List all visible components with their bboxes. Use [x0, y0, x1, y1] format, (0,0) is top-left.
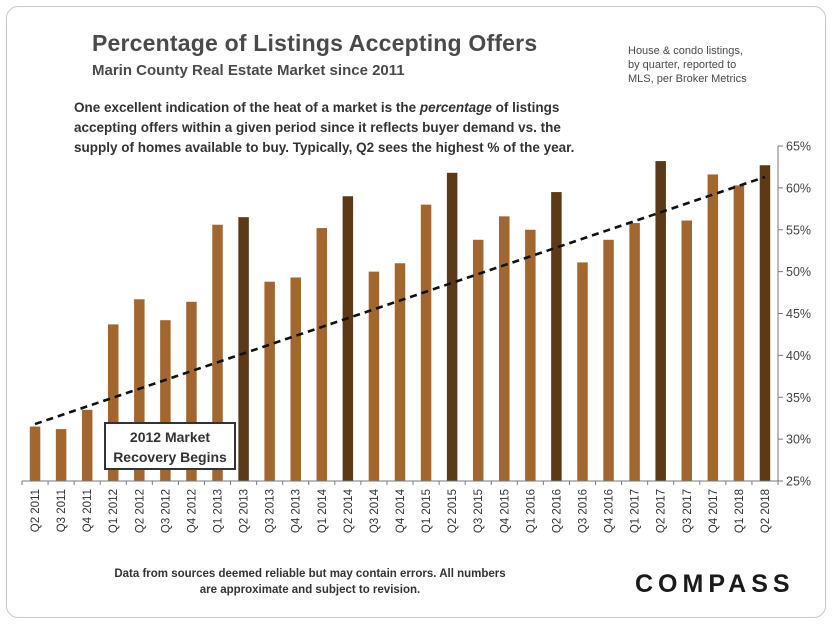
bar: [629, 223, 640, 482]
y-axis-labels: 25% 30% 35% 40% 45% 50% 55% 60% 65%: [786, 140, 811, 489]
description-text: One excellent indication of the heat of …: [74, 98, 644, 158]
page-subtitle: Marin County Real Estate Market since 20…: [92, 62, 405, 79]
x-tick-label: Q4 2013: [291, 489, 303, 533]
x-tick-label: Q1 2016: [525, 489, 537, 533]
compass-logo: COMPASS: [635, 570, 795, 598]
source-line-1: House & condo listings,: [628, 45, 743, 57]
y-tick-label: 40%: [786, 349, 811, 363]
bar: [577, 262, 588, 481]
bar: [186, 301, 197, 481]
description-line-1-start: One excellent indication of the heat of …: [74, 100, 420, 115]
x-tick-label: Q4 2015: [499, 489, 511, 533]
x-tick-label: Q4 2011: [82, 489, 94, 532]
description-line-1: One excellent indication of the heat of …: [74, 98, 644, 118]
footnote-line-1: Data from sources deemed reliable but ma…: [114, 568, 506, 580]
source-note: House & condo listings, by quarter, repo…: [628, 44, 798, 86]
y-tick-label: 25%: [786, 475, 811, 489]
description-emphasis: percentage: [419, 100, 492, 115]
x-tick-label: Q3 2011: [56, 489, 68, 532]
x-tick-label: Q4 2016: [604, 489, 616, 533]
annotation-line-1: 2012 Market: [129, 429, 211, 445]
bar: [160, 320, 171, 481]
x-tick-label: Q1 2012: [108, 489, 120, 533]
x-tick-label: Q2 2015: [447, 489, 459, 533]
footnote-line-2: are approximate and subject to revision.: [199, 584, 421, 596]
x-tick-label: Q3 2012: [160, 489, 172, 533]
trend-line: [34, 175, 766, 426]
bar: [499, 216, 510, 481]
x-tick-label: Q2 2014: [343, 488, 355, 533]
bar: [264, 281, 275, 481]
bar: [603, 239, 614, 481]
bar: [238, 217, 249, 481]
bar: [420, 204, 432, 481]
source-line-2: by quarter, reported to: [628, 59, 737, 71]
y-tick-label: 65%: [786, 140, 811, 154]
bar: [472, 239, 484, 481]
recovery-annotation: 2012 Market Recovery Begins: [104, 422, 236, 470]
bar: [446, 172, 458, 482]
description-line-1-end: of listings: [491, 100, 560, 115]
bar: [134, 299, 145, 481]
description-line-2: accepting offers within a given period s…: [74, 120, 561, 135]
x-tick-label: Q2 2011: [30, 489, 42, 532]
x-tick-label: Q2 2013: [239, 489, 251, 533]
x-tick-label: Q3 2015: [473, 489, 485, 533]
x-tick-label: Q2 2016: [551, 489, 563, 533]
bar: [551, 192, 562, 481]
bar: [107, 324, 119, 481]
y-tick-label: 45%: [786, 307, 811, 321]
bar: [707, 174, 719, 481]
bar: [681, 220, 693, 481]
x-tick-label: Q1 2013: [213, 489, 225, 533]
y-tick-label: 55%: [786, 223, 811, 237]
x-tick-label: Q2 2018: [760, 489, 772, 533]
bar: [290, 277, 301, 481]
x-tick-label: Q2 2017: [656, 489, 668, 533]
x-tick-label: Q3 2016: [577, 489, 589, 533]
y-tick-label: 60%: [786, 181, 811, 195]
bar: [655, 161, 666, 481]
bar: [212, 224, 223, 481]
x-tick-label: Q3 2017: [682, 489, 694, 533]
bar: [342, 196, 354, 481]
source-line-3: MLS, per Broker Metrics: [628, 73, 747, 85]
x-tick-label: Q1 2018: [734, 489, 746, 533]
x-tick-label: Q1 2017: [630, 489, 642, 533]
annotation-line-2: Recovery Begins: [113, 449, 227, 465]
y-tick-label: 35%: [786, 391, 811, 405]
x-tick-label: Q1 2015: [421, 489, 433, 533]
bar: [368, 271, 380, 481]
description-line-3: supply of homes available to buy. Typica…: [74, 140, 575, 155]
x-tick-label: Q4 2017: [708, 489, 720, 533]
bar: [759, 165, 771, 481]
bar: [29, 426, 41, 481]
bar: [394, 263, 406, 481]
bar-series: [29, 161, 771, 482]
y-axis-ticks: [778, 145, 783, 482]
x-tick-label: Q4 2014: [395, 488, 407, 533]
x-tick-label: Q3 2014: [369, 488, 381, 533]
bar: [525, 229, 536, 481]
bar: [55, 429, 67, 481]
x-tick-label: Q3 2013: [265, 489, 277, 533]
y-tick-label: 30%: [786, 433, 811, 447]
x-axis-labels: Q2 2011 Q3 2011 Q4 2011 Q1 2012 Q2 2012 Q3 20…: [21, 481, 779, 533]
bar: [316, 228, 328, 481]
footnote: Data from sources deemed reliable but ma…: [100, 566, 520, 598]
x-tick-label: Q2 2012: [134, 489, 146, 533]
page-title: Percentage of Listings Accepting Offers: [92, 30, 538, 56]
x-tick-label: Q4 2012: [186, 489, 198, 533]
bar: [733, 185, 745, 482]
bar: [81, 409, 93, 481]
x-tick-label: Q1 2014: [317, 488, 329, 533]
y-tick-label: 50%: [786, 265, 811, 279]
